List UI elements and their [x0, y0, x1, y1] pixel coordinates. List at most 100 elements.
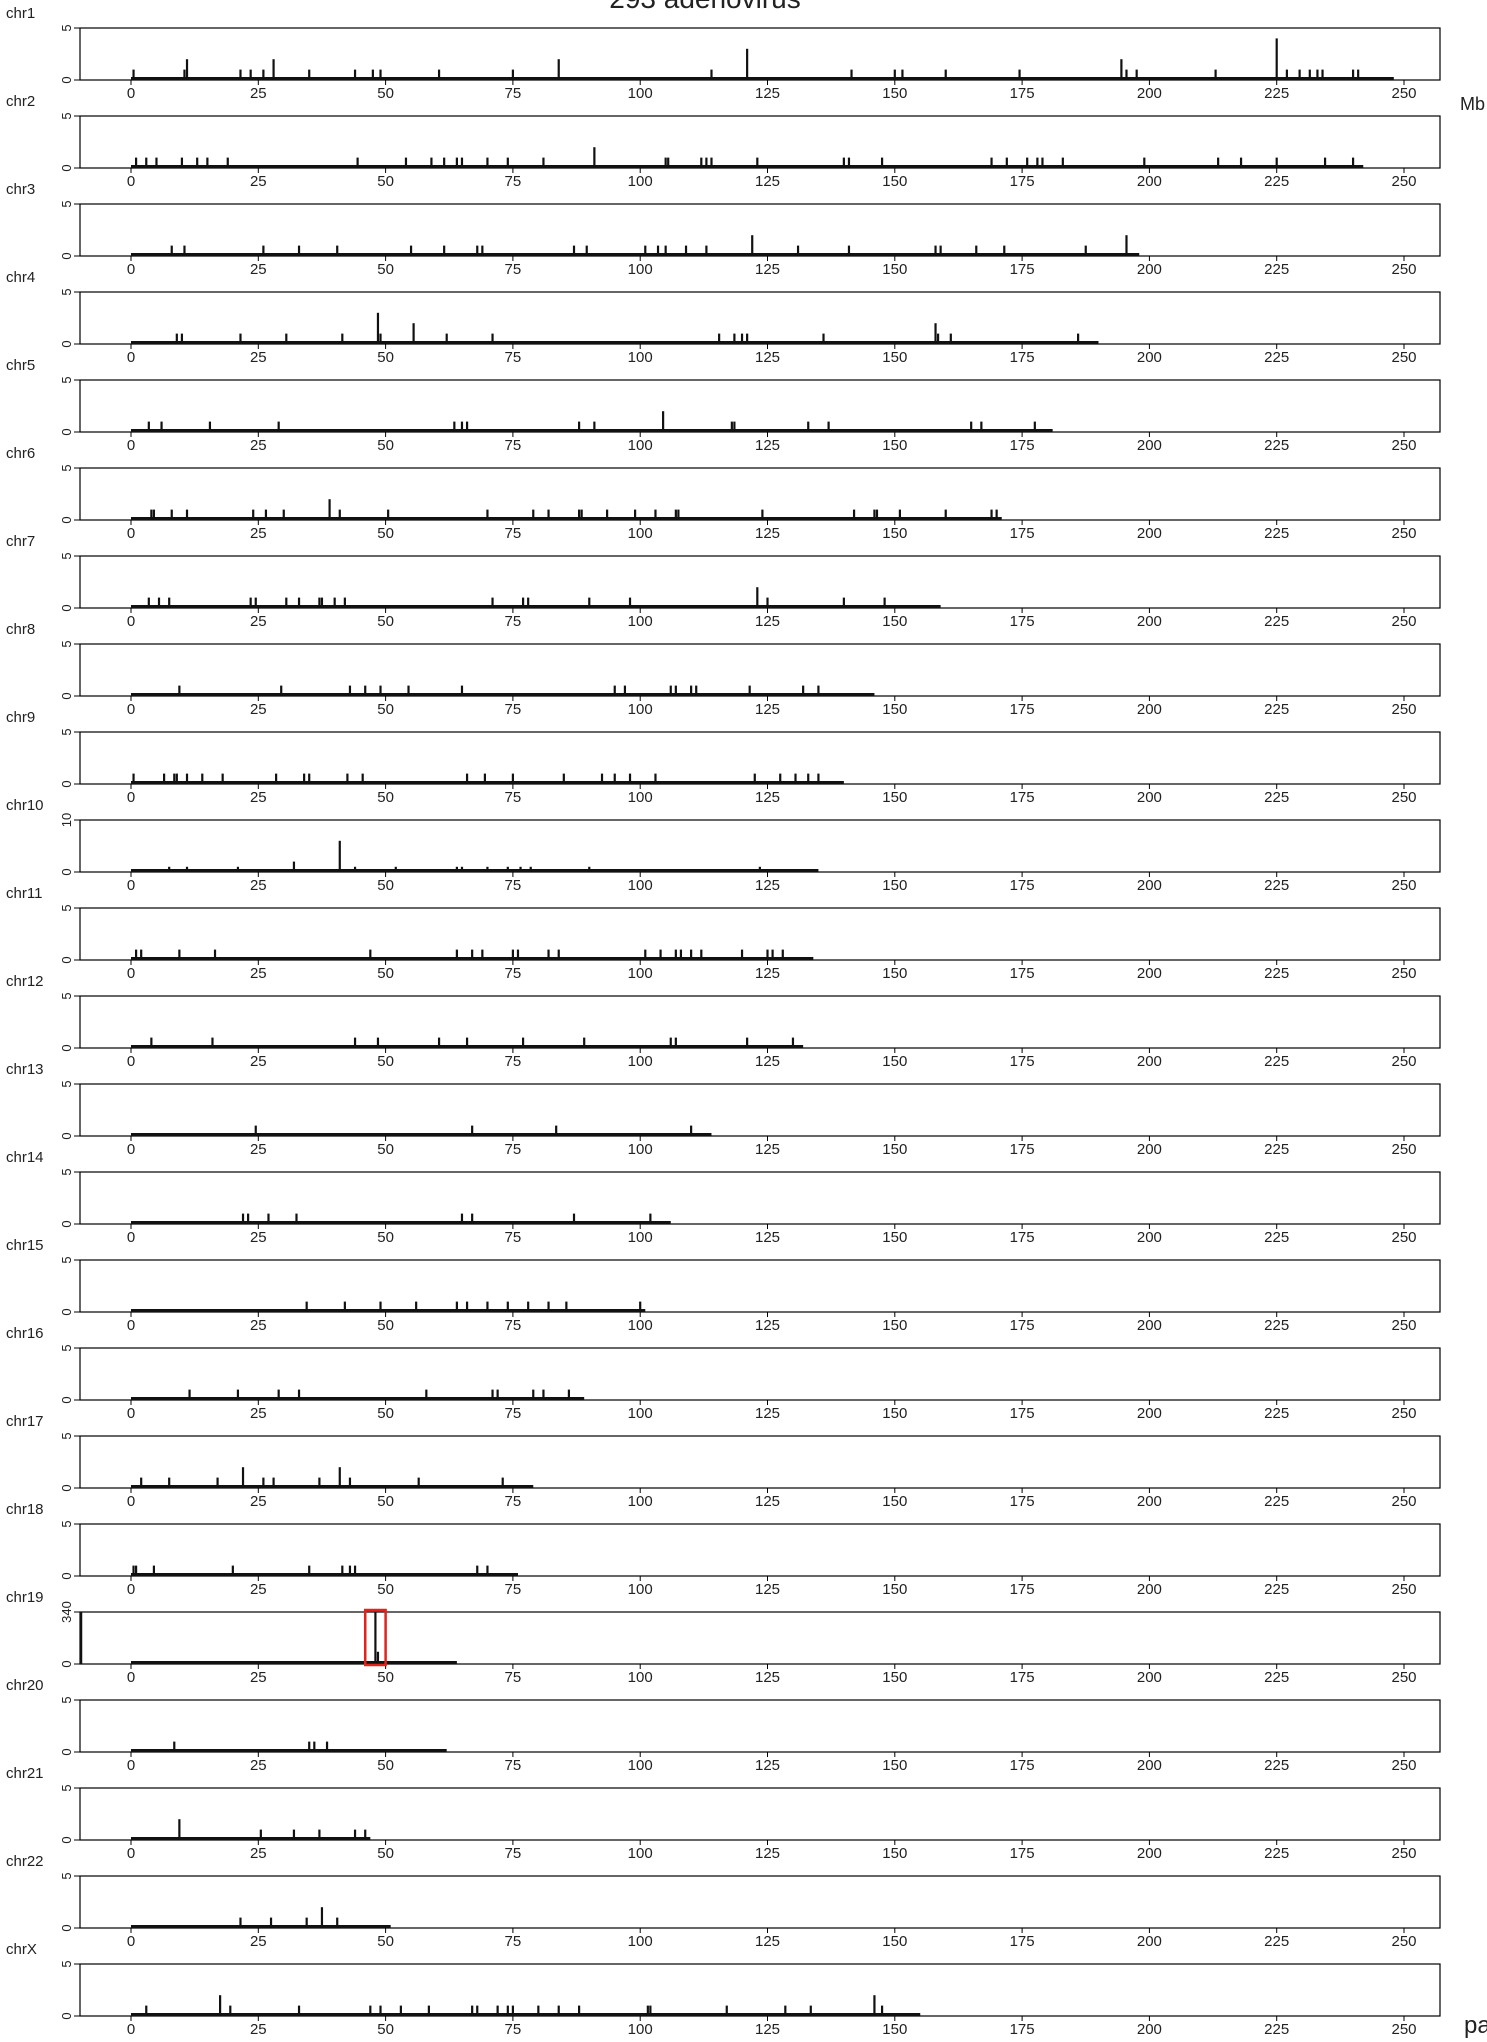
x-tick-label-chr15-125: 125	[755, 1317, 780, 1334]
x-tick-label-chr17-125: 125	[755, 1493, 780, 1510]
x-tick-label-chr2-125: 125	[755, 173, 780, 190]
corner-label: pa	[1464, 2012, 1487, 2039]
x-tick-label-chr6-100: 100	[628, 525, 653, 542]
y-tick-label-chr5-top: 5	[59, 376, 74, 383]
x-tick-label-chr22-100: 100	[628, 1933, 653, 1950]
x-tick-label-chr1-175: 175	[1010, 85, 1035, 102]
x-tick-label-chrX-25: 25	[250, 2021, 267, 2038]
x-tick-label-chr18-100: 100	[628, 1581, 653, 1598]
panel-frame-chr18	[79, 1523, 1441, 1577]
x-tick-label-chr2-0: 0	[127, 173, 135, 190]
x-tick-label-chr2-175: 175	[1010, 173, 1035, 190]
y-tick-label-chr9-0: 0	[59, 780, 74, 787]
x-tick-label-chr16-225: 225	[1264, 1405, 1289, 1422]
x-tick-label-chr6-250: 250	[1391, 525, 1416, 542]
x-tick-label-chr13-125: 125	[755, 1141, 780, 1158]
x-tick-label-chr19-250: 250	[1391, 1669, 1416, 1686]
y-tick-label-chr6-0: 0	[59, 516, 74, 523]
x-tick-label-chr5-125: 125	[755, 437, 780, 454]
x-tick-label-chr2-75: 75	[505, 173, 522, 190]
x-tick-label-chr18-50: 50	[377, 1581, 394, 1598]
panel-label-chr6: chr6	[6, 445, 35, 462]
y-tick-label-chr10-0: 0	[59, 868, 74, 875]
panel-label-chr2: chr2	[6, 93, 35, 110]
x-tick-label-chr4-125: 125	[755, 349, 780, 366]
x-tick-label-chr18-150: 150	[882, 1581, 907, 1598]
panel-label-chr13: chr13	[6, 1061, 44, 1078]
x-tick-label-chr14-250: 250	[1391, 1229, 1416, 1246]
x-tick-label-chr11-50: 50	[377, 965, 394, 982]
x-tick-label-chr10-125: 125	[755, 877, 780, 894]
panel-label-chr9: chr9	[6, 709, 35, 726]
x-tick-label-chr8-250: 250	[1391, 701, 1416, 718]
panel-label-chr18: chr18	[6, 1501, 44, 1518]
panel-frame-chr20	[79, 1699, 1441, 1753]
x-tick-label-chr11-150: 150	[882, 965, 907, 982]
x-tick-label-chr11-100: 100	[628, 965, 653, 982]
x-tick-label-chr11-250: 250	[1391, 965, 1416, 982]
x-tick-label-chr21-175: 175	[1010, 1845, 1035, 1862]
y-tick-label-chrX-0: 0	[59, 2012, 74, 2019]
x-tick-label-chr18-175: 175	[1010, 1581, 1035, 1598]
y-tick-label-chr19-top: 340	[59, 1601, 74, 1623]
x-tick-label-chr6-175: 175	[1010, 525, 1035, 542]
y-tick-label-chr9-top: 5	[59, 728, 74, 735]
x-tick-label-chr9-250: 250	[1391, 789, 1416, 806]
x-tick-label-chr21-25: 25	[250, 1845, 267, 1862]
x-tick-label-chr22-150: 150	[882, 1933, 907, 1950]
x-tick-label-chr6-200: 200	[1137, 525, 1162, 542]
y-tick-label-chr8-top: 5	[59, 640, 74, 647]
x-tick-label-chr7-125: 125	[755, 613, 780, 630]
x-tick-label-chr12-175: 175	[1010, 1053, 1035, 1070]
x-tick-label-chr12-250: 250	[1391, 1053, 1416, 1070]
panel-frame-chr1	[79, 27, 1441, 81]
x-tick-label-chr2-200: 200	[1137, 173, 1162, 190]
x-tick-label-chr4-0: 0	[127, 349, 135, 366]
panel-label-chr11: chr11	[6, 885, 42, 902]
x-tick-label-chr21-0: 0	[127, 1845, 135, 1862]
x-tick-label-chr4-175: 175	[1010, 349, 1035, 366]
x-tick-label-chr1-125: 125	[755, 85, 780, 102]
x-tick-label-chr8-150: 150	[882, 701, 907, 718]
panel-frame-chr17	[79, 1435, 1441, 1489]
x-tick-label-chr12-25: 25	[250, 1053, 267, 1070]
x-tick-label-chr16-150: 150	[882, 1405, 907, 1422]
x-tick-label-chrX-100: 100	[628, 2021, 653, 2038]
y-tick-label-chr11-top: 5	[59, 904, 74, 911]
panel-frame-chr15	[79, 1259, 1441, 1313]
x-tick-label-chr8-75: 75	[505, 701, 522, 718]
panel-frame-chr16	[79, 1347, 1441, 1401]
x-tick-label-chr12-200: 200	[1137, 1053, 1162, 1070]
x-tick-label-chr17-150: 150	[882, 1493, 907, 1510]
panel-frame-chrX	[79, 1963, 1441, 2017]
y-tick-label-chr1-0: 0	[59, 76, 74, 83]
x-tick-label-chr20-175: 175	[1010, 1757, 1035, 1774]
x-tick-label-chr13-200: 200	[1137, 1141, 1162, 1158]
x-tick-label-chr19-175: 175	[1010, 1669, 1035, 1686]
y-tick-label-chr21-0: 0	[59, 1836, 74, 1843]
panel-label-chr22: chr22	[6, 1853, 44, 1870]
x-tick-label-chr17-0: 0	[127, 1493, 135, 1510]
x-tick-label-chr5-50: 50	[377, 437, 394, 454]
y-tick-label-chr16-top: 5	[59, 1344, 74, 1351]
panel-label-chr4: chr4	[6, 269, 35, 286]
y-tick-label-chr20-0: 0	[59, 1748, 74, 1755]
y-tick-label-chr20-top: 5	[59, 1696, 74, 1703]
panel-label-chr5: chr5	[6, 357, 35, 374]
x-tick-label-chr20-25: 25	[250, 1757, 267, 1774]
y-tick-label-chr5-0: 0	[59, 428, 74, 435]
x-tick-label-chr15-250: 250	[1391, 1317, 1416, 1334]
panel-frame-chr22	[79, 1875, 1441, 1929]
x-tick-label-chr9-0: 0	[127, 789, 135, 806]
panel-chr19: chr19 0 340 0 25 50 75 100 125 150 175 200 225 250	[6, 1589, 1441, 1686]
x-tick-label-chr16-175: 175	[1010, 1405, 1035, 1422]
x-tick-label-chr3-25: 25	[250, 261, 267, 278]
x-tick-label-chr22-175: 175	[1010, 1933, 1035, 1950]
panel-frame-chr11	[79, 907, 1441, 961]
